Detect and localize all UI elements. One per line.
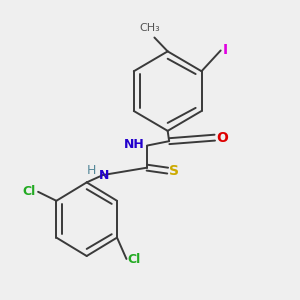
Text: H: H xyxy=(87,164,96,177)
Text: O: O xyxy=(217,130,228,145)
Text: Cl: Cl xyxy=(128,253,141,266)
Text: NH: NH xyxy=(124,138,145,151)
Text: S: S xyxy=(169,164,179,178)
Text: Cl: Cl xyxy=(22,185,36,198)
Text: N: N xyxy=(99,169,110,182)
Text: CH₃: CH₃ xyxy=(140,23,160,33)
Text: I: I xyxy=(223,43,228,57)
